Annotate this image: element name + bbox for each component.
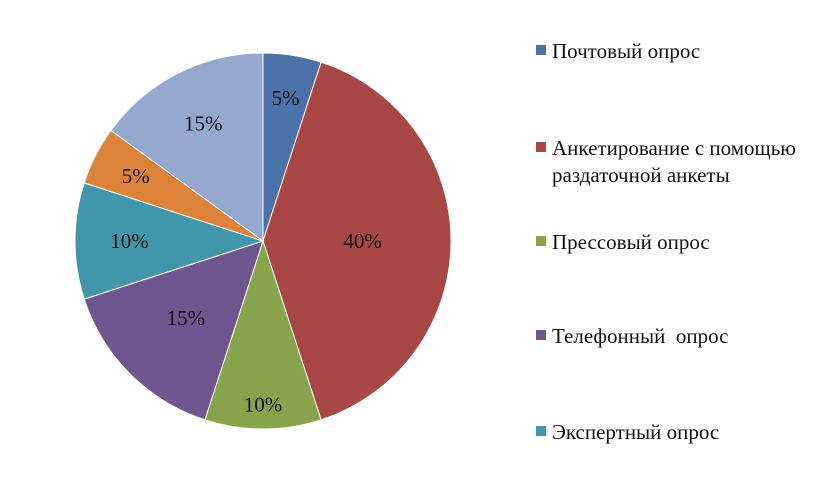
legend-item-expert-survey: Экспертный опрос <box>536 419 807 446</box>
pie-slice <box>262 61 452 421</box>
legend-label: Экспертный опрос <box>552 420 720 444</box>
legend-label: Анкетирование с помощью раздаточной анке… <box>552 136 796 187</box>
slice-value-label: 5% <box>272 86 300 110</box>
legend-label: Почтовый опрос <box>552 39 701 63</box>
legend-item-postal-survey: Почтовый опрос <box>536 38 807 65</box>
legend-swatch <box>536 426 546 436</box>
legend-item-phone-survey: Телефонный опрос <box>536 323 807 350</box>
legend-label: Телефонный опрос <box>552 324 729 348</box>
legend-swatch <box>536 236 546 246</box>
legend-swatch <box>536 142 546 152</box>
pie-slice <box>110 52 264 242</box>
slice-value-label: 10% <box>244 393 283 417</box>
slice-value-label: 10% <box>110 229 149 253</box>
pie-slice <box>83 240 264 421</box>
legend-item-press-survey: Прессовый опрос <box>536 229 807 256</box>
slice-value-label: 15% <box>184 112 223 136</box>
legend-item-questionnaire: Анкетирование с помощью раздаточной анке… <box>536 135 807 189</box>
slice-value-label: 5% <box>122 164 150 188</box>
legend-swatch <box>536 45 546 55</box>
slice-value-label: 40% <box>343 229 382 253</box>
legend-swatch <box>536 330 546 340</box>
pie-slice <box>74 182 265 300</box>
pie-slice <box>204 239 322 430</box>
slice-value-label: 15% <box>167 306 206 330</box>
legend-label: Прессовый опрос <box>552 230 710 254</box>
